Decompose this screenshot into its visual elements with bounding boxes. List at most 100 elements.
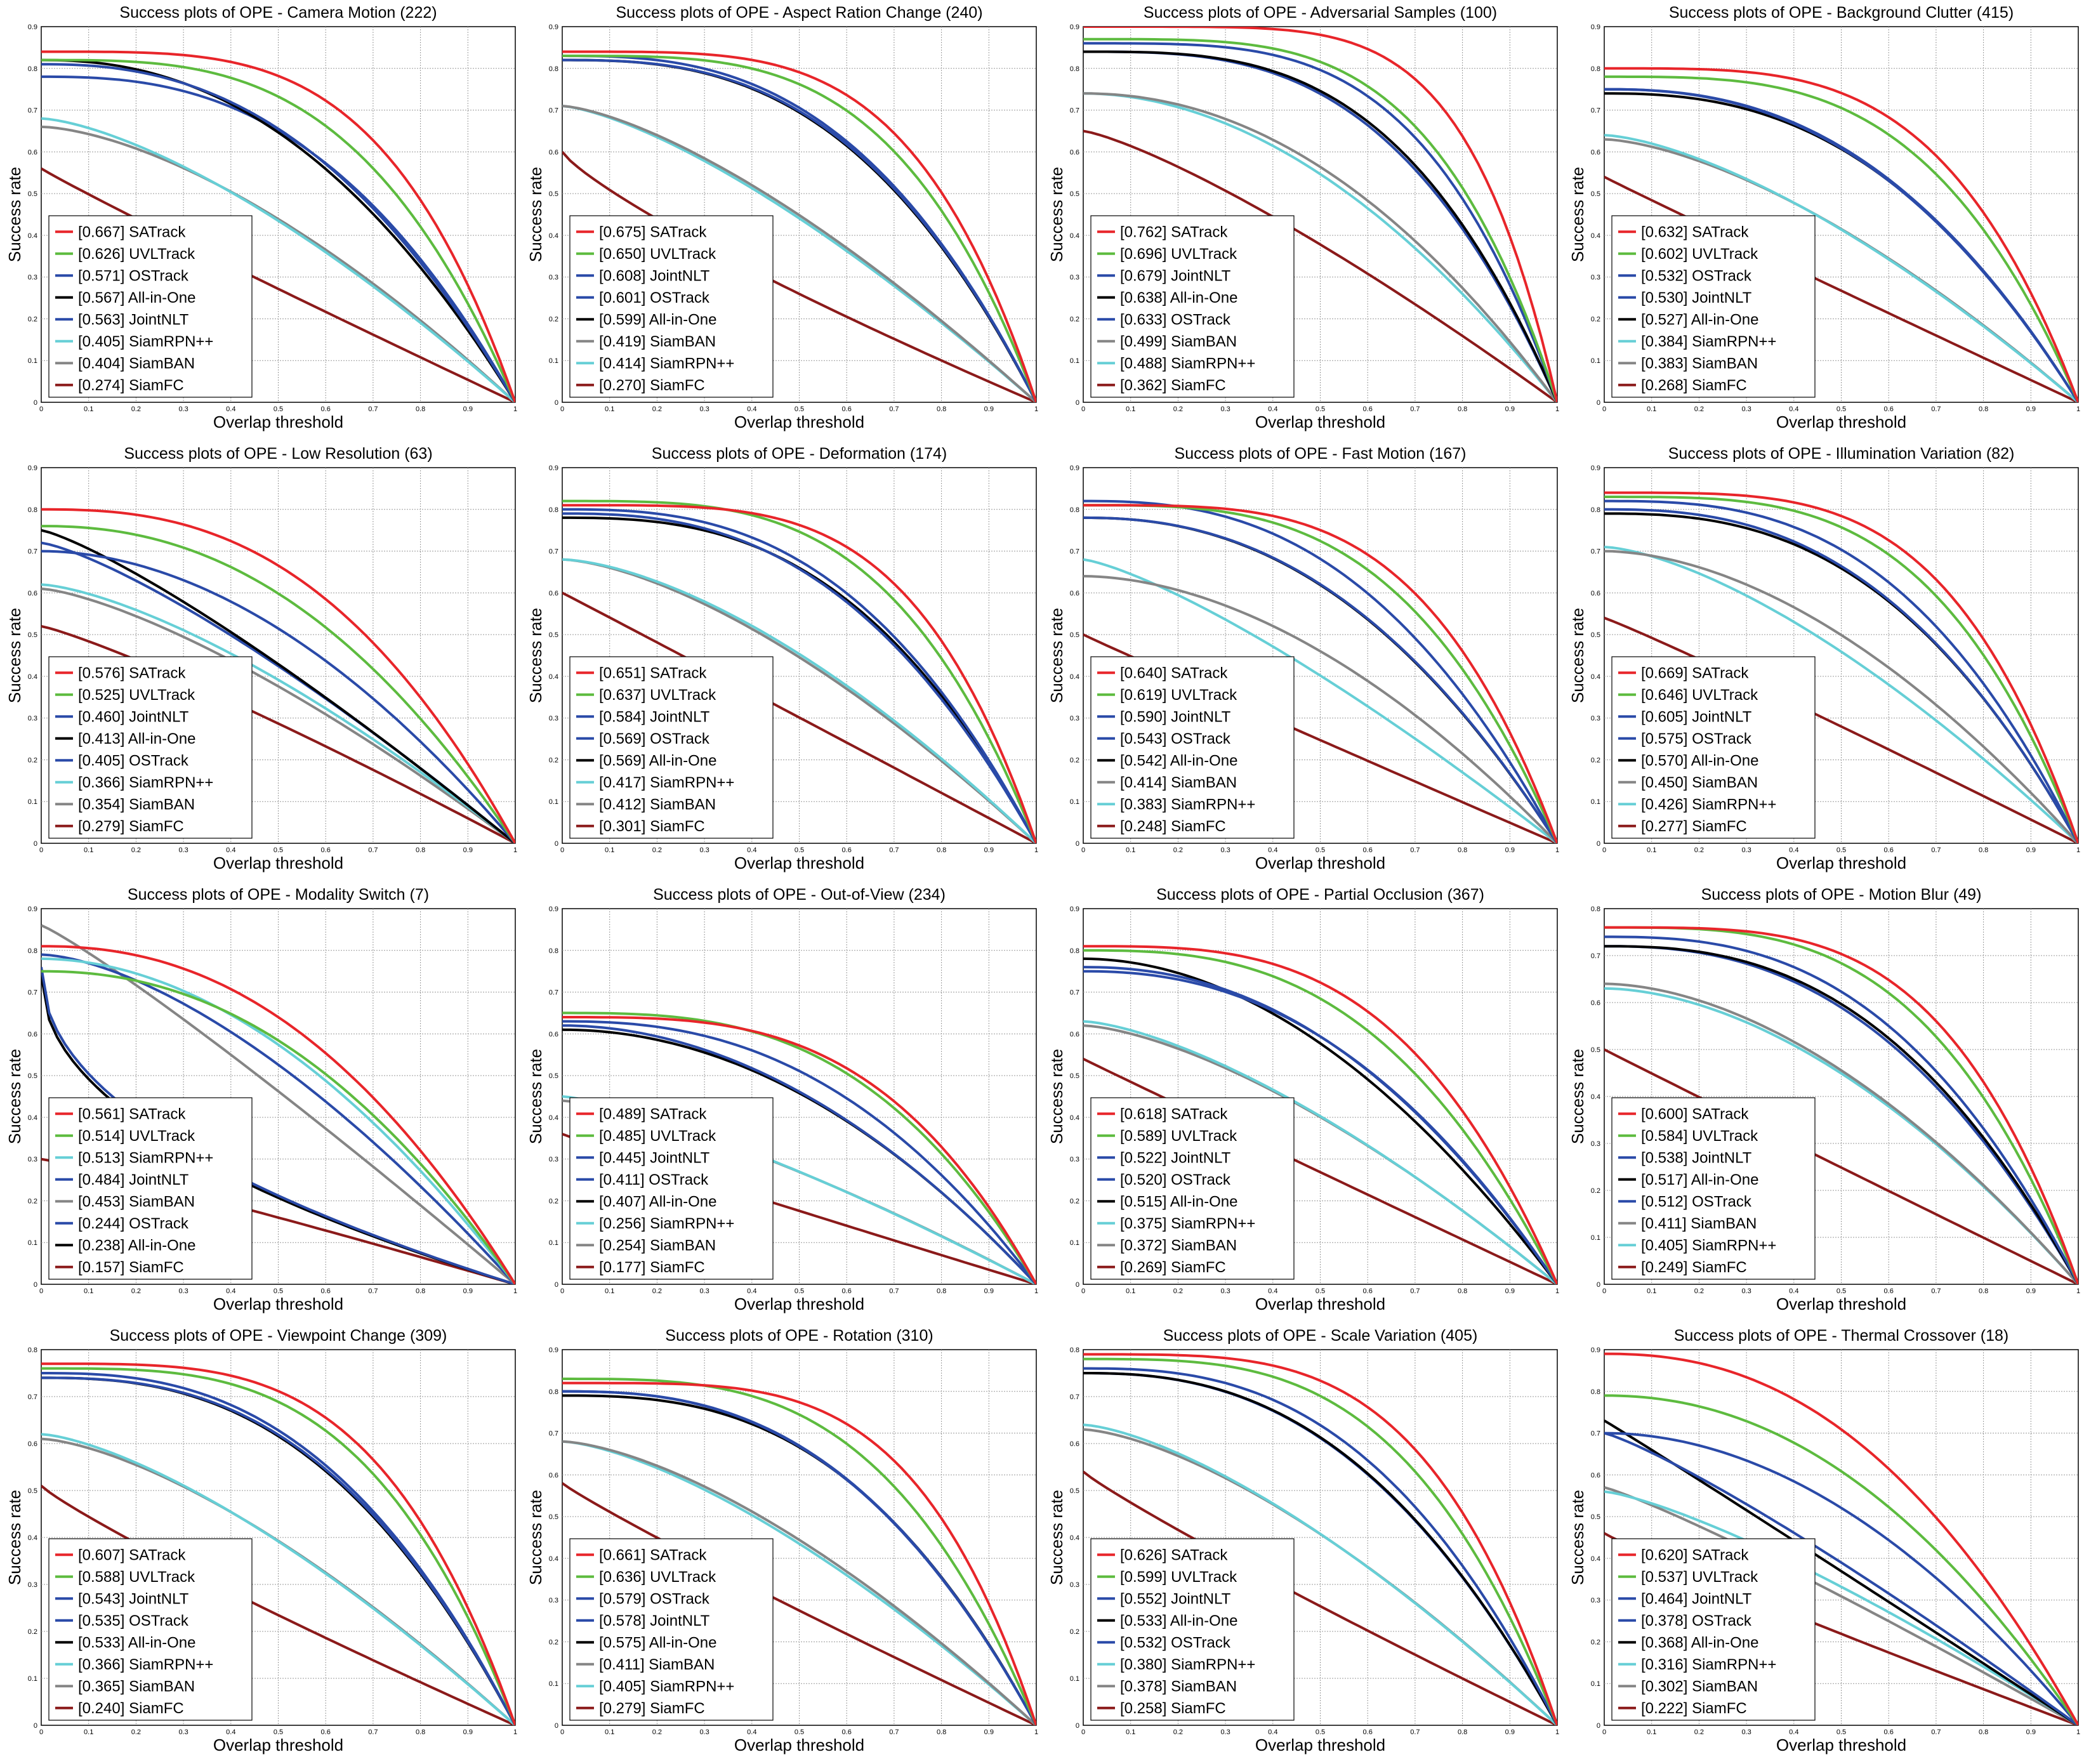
series-line [41, 1362, 515, 1725]
x-tick-label: 0.5 [1837, 1728, 1846, 1736]
y-tick-label: 0 [1076, 399, 1079, 407]
x-tick-label: 0.2 [1694, 846, 1704, 854]
y-tick-label: 0.9 [549, 23, 558, 31]
legend-box [1611, 1097, 1816, 1280]
y-tick-label: 0.3 [28, 715, 37, 723]
x-tick-label: 0.8 [1979, 405, 1988, 413]
series-line [1083, 1058, 1557, 1284]
legend-label: [0.268] SiamFC [1641, 377, 1747, 394]
x-axis-label: Overlap threshold [734, 412, 864, 431]
x-tick-label: 0.6 [842, 1728, 852, 1736]
x-tick-label: 0 [560, 1287, 564, 1295]
legend-label: [0.316] SiamRPN++ [1641, 1656, 1776, 1673]
series-line [1083, 92, 1557, 402]
legend-label: [0.413] All-in-One [78, 730, 195, 747]
x-tick-label: 1 [1555, 1287, 1559, 1295]
legend-label: [0.575] All-in-One [599, 1634, 716, 1651]
x-tick-label: 0.9 [463, 1728, 473, 1736]
series-line [1604, 982, 2078, 1284]
x-tick-label: 0.6 [321, 846, 331, 854]
y-tick-label: 0.2 [549, 756, 558, 764]
x-tick-label: 0 [1602, 846, 1606, 854]
x-tick-label: 0.7 [889, 1287, 899, 1295]
x-tick-label: 0.3 [1220, 1728, 1230, 1736]
series-line [41, 75, 515, 402]
x-tick-label: 0.8 [1458, 405, 1467, 413]
series-line [1083, 957, 1557, 1284]
x-tick-label: 0.1 [1647, 405, 1656, 413]
y-axis-label: Success rate [1047, 1490, 1066, 1585]
series-line [562, 591, 1036, 843]
y-tick-label: 0.4 [28, 232, 37, 240]
legend-label: [0.561] SATrack [78, 1105, 186, 1122]
x-axis-label: Overlap threshold [1255, 1735, 1385, 1754]
x-tick-label: 0.1 [605, 405, 614, 413]
y-axis-label: Success rate [1047, 167, 1066, 262]
chart-panel: 0 0.1 0.2 0.3 0.4 0.5 0.6 0.7 0.8 0.9 1 0 0.1 0.2 0.3 0… [1568, 4, 2080, 431]
y-tick-label: 0.7 [1591, 107, 1600, 115]
x-tick-label: 0.1 [1126, 846, 1135, 854]
legend-label: [0.632] SATrack [1641, 223, 1749, 240]
legend-label: [0.417] SiamRPN++ [599, 774, 734, 791]
legend-label: [0.543] OSTrack [1120, 730, 1231, 747]
x-tick-label: 0.7 [1410, 1287, 1420, 1295]
series-line [41, 970, 515, 1284]
chart-title: Success plots of OPE - Background Clutte… [1669, 4, 2014, 22]
y-tick-label: 0.3 [1070, 1156, 1079, 1164]
y-tick-label: 0.7 [1591, 1430, 1600, 1438]
x-tick-label: 0.6 [1363, 1287, 1373, 1295]
y-tick-label: 0.8 [1591, 1388, 1600, 1396]
series-line [41, 945, 515, 1284]
x-tick-label: 0.7 [1931, 1728, 1941, 1736]
x-tick-label: 1 [2076, 846, 2080, 854]
y-tick-label: 0.1 [549, 357, 558, 365]
x-tick-label: 0.6 [321, 1287, 331, 1295]
x-tick-label: 0.5 [1316, 405, 1325, 413]
chart-panel: 0 0.1 0.2 0.3 0.4 0.5 0.6 0.7 0.8 0.9 1 0 0.1 0.2 0.3 0… [1047, 4, 1559, 431]
x-tick-label: 0.6 [321, 405, 331, 413]
y-tick-label: 0.1 [28, 1239, 37, 1247]
chart-title: Success plots of OPE - Adversarial Sampl… [1144, 4, 1497, 22]
series-line [562, 55, 1036, 402]
chart-title: Success plots of OPE - Out-of-View (234) [653, 886, 946, 904]
legend-label: [0.599] UVLTrack [1120, 1569, 1237, 1586]
series-line [41, 508, 515, 843]
x-tick-label: 0.7 [1410, 1728, 1420, 1736]
y-axis-label: Success rate [5, 1049, 24, 1144]
x-axis-label: Overlap threshold [1776, 1294, 1906, 1313]
series-line [1083, 42, 1557, 402]
series-line [1083, 504, 1557, 843]
series-line [562, 1378, 1036, 1725]
x-tick-label: 0.8 [937, 846, 946, 854]
legend-label: [0.445] JointNLT [599, 1149, 710, 1166]
y-axis-label: Success rate [1568, 167, 1587, 262]
y-tick-label: 0.7 [549, 107, 558, 115]
series-line [1083, 1357, 1557, 1725]
x-tick-label: 0.8 [416, 846, 425, 854]
x-tick-label: 0.5 [274, 1287, 283, 1295]
legend-label: [0.383] SiamBAN [1641, 355, 1758, 372]
x-tick-label: 0.8 [1979, 1287, 1988, 1295]
x-tick-label: 0.3 [1220, 846, 1230, 854]
x-tick-label: 0.3 [1220, 405, 1230, 413]
legend-label: [0.626] UVLTrack [78, 246, 195, 263]
y-tick-label: 0.5 [549, 1513, 558, 1521]
series-line [1604, 616, 2078, 843]
series-line [1083, 1423, 1557, 1725]
legend-label: [0.532] OSTrack [1120, 1634, 1231, 1651]
chart-panel: 0 0.1 0.2 0.3 0.4 0.5 0.6 0.7 0.8 0.9 1 0 0.1 0.2 0.3 0… [526, 445, 1038, 872]
y-tick-label: 0 [555, 1722, 558, 1730]
x-tick-label: 0.6 [1363, 846, 1373, 854]
legend-label: [0.602] UVLTrack [1641, 246, 1758, 263]
x-tick-label: 1 [1555, 405, 1559, 413]
x-tick-label: 0 [1602, 1728, 1606, 1736]
y-tick-label: 0.7 [549, 989, 558, 997]
legend-label: [0.522] JointNLT [1120, 1149, 1231, 1166]
series-line [41, 583, 515, 843]
y-tick-label: 0.2 [549, 1197, 558, 1205]
series-line [1083, 1020, 1557, 1284]
x-tick-label: 0.8 [1979, 846, 1988, 854]
y-tick-label: 0.2 [1591, 1638, 1600, 1646]
y-tick-label: 0.9 [1591, 1346, 1600, 1354]
